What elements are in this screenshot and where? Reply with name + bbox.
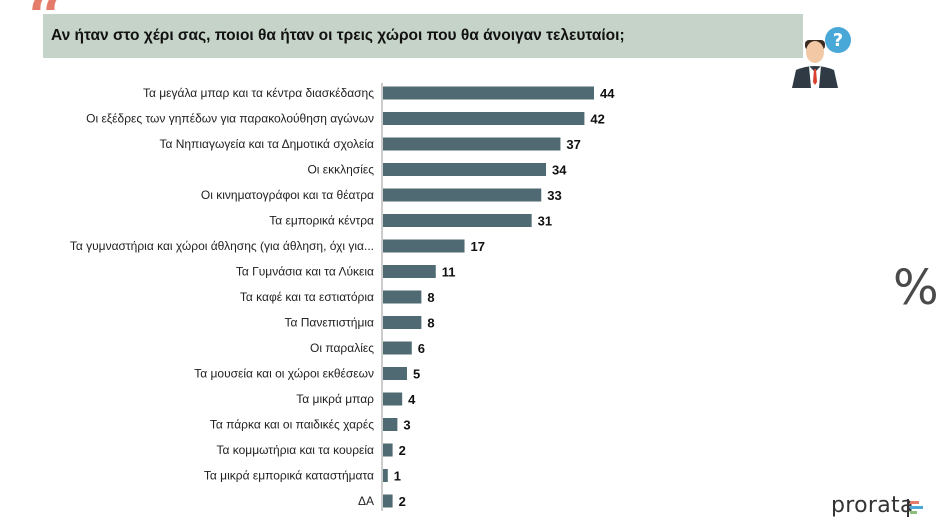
bar	[383, 214, 532, 227]
category-label: ΔΑ	[358, 494, 374, 508]
bar	[383, 392, 403, 406]
bar	[383, 316, 422, 329]
bar	[383, 239, 465, 253]
value-label: 11	[442, 265, 456, 280]
value-label: 31	[538, 214, 552, 229]
value-label: 4	[408, 392, 416, 407]
category-label: Τα γυμναστήρια και χώροι άθλησης (για άθ…	[70, 239, 374, 253]
category-label: Τα εμπορικά κέντρα	[269, 214, 374, 228]
category-label: Τα πάρκα και οι παιδικές χαρές	[210, 418, 374, 432]
category-label: Τα μικρά μπαρ	[296, 392, 374, 406]
category-label: Οι εξέδρες των γηπέδων για παρακολούθηση…	[86, 112, 374, 126]
category-label: Οι εκκλησίες	[307, 163, 374, 177]
bar	[383, 418, 398, 431]
bar	[383, 494, 393, 508]
value-label: 34	[552, 163, 567, 178]
bar	[383, 137, 561, 151]
category-label: Τα μικρά εμπορικά καταστήματα	[204, 469, 374, 483]
category-label: Οι κινηματογράφοι και τα θέατρα	[201, 188, 374, 202]
value-label: 44	[600, 86, 615, 101]
category-label: Τα Γυμνάσια και τα Λύκεια	[236, 265, 374, 279]
logo-bars-icon	[907, 499, 923, 517]
category-label: Τα μουσεία και οι χώροι εκθέσεων	[194, 367, 374, 381]
category-label: Τα μεγάλα μπαρ και τα κέντρα διασκέδασης	[143, 86, 374, 100]
svg-text:?: ?	[833, 30, 843, 51]
category-label: Τα καφέ και τα εστιατόρια	[240, 290, 374, 304]
bar	[383, 112, 585, 125]
value-label: 6	[418, 341, 425, 356]
value-label: 33	[547, 188, 561, 203]
category-label: Τα κομμωτήρια και τα κουρεία	[216, 443, 374, 457]
percent-symbol: %	[893, 260, 939, 316]
value-label: 42	[590, 112, 604, 127]
value-label: 1	[394, 469, 401, 484]
question-banner: Αν ήταν στο χέρι σας, ποιοι θα ήταν οι τ…	[43, 14, 803, 58]
category-label: Τα Νηπιαγωγεία και τα Δημοτικά σχολεία	[159, 137, 374, 151]
category-label: Τα Πανεπιστήμια	[284, 316, 374, 330]
bar	[383, 469, 388, 482]
category-label: Οι παραλίες	[310, 341, 374, 355]
bar	[383, 443, 393, 457]
bar	[383, 86, 594, 100]
bar	[383, 290, 422, 304]
question-title: Αν ήταν στο χέρι σας, ποιοι θα ήταν οι τ…	[51, 27, 625, 44]
bar	[383, 341, 412, 355]
value-label: 17	[471, 239, 485, 254]
value-label: 2	[399, 494, 406, 509]
prorata-logo: prorata	[831, 493, 914, 518]
value-label: 3	[403, 418, 410, 433]
bar	[383, 265, 436, 278]
value-label: 5	[413, 367, 420, 382]
bar	[383, 188, 542, 202]
value-label: 8	[427, 290, 434, 305]
value-label: 8	[427, 316, 434, 331]
businessman-question-icon: ?	[792, 27, 851, 88]
value-label: 2	[399, 443, 406, 458]
value-label: 37	[566, 137, 580, 152]
bar	[383, 163, 547, 176]
bar	[383, 367, 407, 380]
